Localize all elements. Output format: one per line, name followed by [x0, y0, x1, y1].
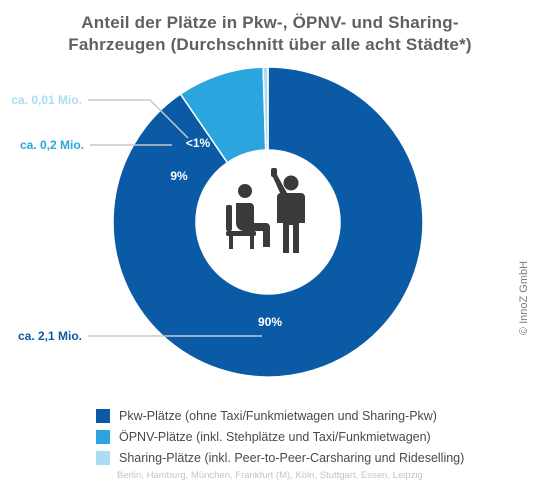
cities-footnote: Berlin, Hamburg, München, Frankfurt (M),…: [117, 470, 423, 481]
chart-title: Anteil der Plätze in Pkw-, ÖPNV- und Sha…: [0, 12, 540, 56]
callout-sharing: ca. 0,01 Mio.: [11, 93, 82, 107]
legend-item-sharing: Sharing-Plätze (inkl. Peer-to-Peer-Carsh…: [96, 447, 464, 468]
slice-label-oepnv: 9%: [170, 169, 188, 183]
center-disc: [196, 150, 340, 294]
legend-item-oepnv: ÖPNV-Plätze (inkl. Stehplätze und Taxi/F…: [96, 426, 464, 447]
legend-item-pkw: Pkw-Plätze (ohne Taxi/Funkmietwagen und …: [96, 405, 464, 426]
legend: Pkw-Plätze (ohne Taxi/Funkmietwagen und …: [96, 405, 464, 468]
legend-label-oepnv: ÖPNV-Plätze (inkl. Stehplätze und Taxi/F…: [119, 429, 431, 444]
callout-pkw: ca. 2,1 Mio.: [18, 329, 82, 343]
slice-label-pkw: 90%: [258, 315, 282, 329]
donut-chart: 90% 9% <1% ca. 2,1 Mio. ca. 0,2 Mio. ca. 0,0…: [11, 66, 424, 378]
chart-title-line-2: Fahrzeugen (Durchschnitt über alle acht …: [68, 35, 472, 54]
legend-swatch-sharing: [96, 450, 110, 465]
chart-title-line-1: Anteil der Plätze in Pkw-, ÖPNV- und Sha…: [81, 13, 459, 32]
passengers-icon: [226, 168, 305, 253]
leader-line-sharing: [88, 99, 189, 139]
legend-swatch-pkw: [96, 408, 110, 423]
copyright-credit: © InnoZ GmbH: [518, 260, 530, 336]
legend-label-sharing: Sharing-Plätze (inkl. Peer-to-Peer-Carsh…: [119, 450, 465, 465]
legend-label-pkw: Pkw-Plätze (ohne Taxi/Funkmietwagen und …: [119, 408, 437, 423]
legend-swatch-oepnv: [96, 429, 110, 444]
slice-label-sharing: <1%: [186, 136, 211, 150]
callout-oepnv: ca. 0,2 Mio.: [20, 138, 84, 152]
